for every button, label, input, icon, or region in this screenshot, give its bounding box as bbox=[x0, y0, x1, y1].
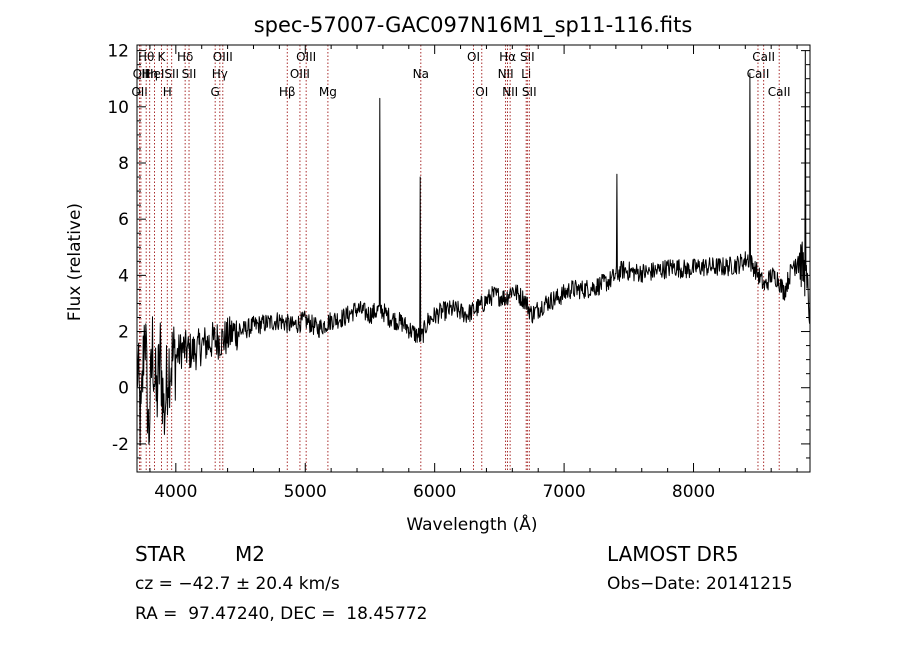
spectrum-series bbox=[136, 50, 811, 446]
survey-name: LAMOST DR5 bbox=[607, 542, 739, 566]
line-marker-label-19: OI bbox=[475, 85, 488, 99]
coordinates: RA = 97.47240, DEC = 18.45772 bbox=[135, 604, 428, 624]
spectrum-line bbox=[136, 50, 811, 446]
line-marker-label-23: Li bbox=[521, 67, 531, 81]
y-tick-label-4: 6 bbox=[118, 210, 129, 230]
line-markers: OIIOIIHθHηHeIKHSIIHδSIIGHγOIIIHβOIIIOIII… bbox=[131, 45, 791, 472]
line-marker-label-10: G bbox=[211, 85, 220, 99]
x-tick-label-2: 6000 bbox=[413, 482, 456, 502]
line-marker-label-12: OIII bbox=[213, 50, 233, 64]
line-marker-label-0: OII bbox=[131, 85, 148, 99]
velocity-readout: cz = −42.7 ± 20.4 km/s bbox=[135, 574, 340, 594]
line-marker-label-24: SII bbox=[520, 50, 535, 64]
y-tick-label-5: 8 bbox=[118, 154, 129, 174]
y-axis-label: Flux (relative) bbox=[65, 203, 85, 321]
line-marker-label-20: NII bbox=[498, 67, 514, 81]
x-tick-label-1: 5000 bbox=[284, 482, 327, 502]
y-tick-label-0: -2 bbox=[112, 435, 129, 455]
line-marker-label-27: CaII bbox=[752, 50, 775, 64]
x-tick-label-4: 8000 bbox=[672, 482, 715, 502]
object-subclass: M2 bbox=[235, 542, 265, 566]
obs-date: Obs−Date: 20141215 bbox=[607, 574, 793, 594]
line-marker-label-9: SII bbox=[182, 67, 197, 81]
line-marker-label-6: H bbox=[163, 85, 172, 99]
line-marker-label-8: Hδ bbox=[177, 50, 193, 64]
line-marker-label-18: OI bbox=[467, 50, 480, 64]
x-tick-label-3: 7000 bbox=[542, 482, 585, 502]
line-marker-label-28: CaII bbox=[768, 85, 791, 99]
y-tick-label-2: 2 bbox=[118, 323, 129, 343]
axes: 4000 5000 6000 7000 8000 -2 0 2 4 6 8 10 12 bbox=[107, 42, 810, 502]
line-marker-label-14: OIII bbox=[290, 67, 310, 81]
x-axis-label: Wavelength (Å) bbox=[406, 513, 537, 535]
line-marker-label-7: SII bbox=[164, 67, 179, 81]
line-marker-label-16: Mg bbox=[319, 85, 337, 99]
x-tick-label-0: 4000 bbox=[154, 482, 197, 502]
y-tick-label-1: 0 bbox=[118, 379, 129, 399]
y-tick-label-7: 12 bbox=[107, 42, 129, 62]
y-tick-label-6: 10 bbox=[107, 98, 129, 118]
chart-title: spec-57007-GAC097N16M1_sp11-116.fits bbox=[254, 13, 693, 38]
y-tick-label-3: 4 bbox=[118, 266, 129, 286]
line-marker-label-2: Hθ bbox=[138, 50, 154, 64]
line-marker-label-3: Hη bbox=[141, 67, 158, 81]
line-marker-label-11: Hγ bbox=[212, 67, 228, 81]
line-marker-label-21: Hα bbox=[499, 50, 516, 64]
line-marker-label-25: SII bbox=[522, 85, 537, 99]
line-marker-label-22: NII bbox=[502, 85, 518, 99]
plot-frame bbox=[136, 44, 811, 473]
object-class: STAR bbox=[135, 542, 186, 566]
line-marker-label-5: K bbox=[158, 50, 167, 64]
line-marker-label-4: HeI bbox=[144, 67, 164, 81]
line-marker-label-15: OIII bbox=[296, 50, 316, 64]
line-marker-label-17: Na bbox=[413, 67, 429, 81]
line-marker-label-13: Hβ bbox=[279, 85, 296, 99]
